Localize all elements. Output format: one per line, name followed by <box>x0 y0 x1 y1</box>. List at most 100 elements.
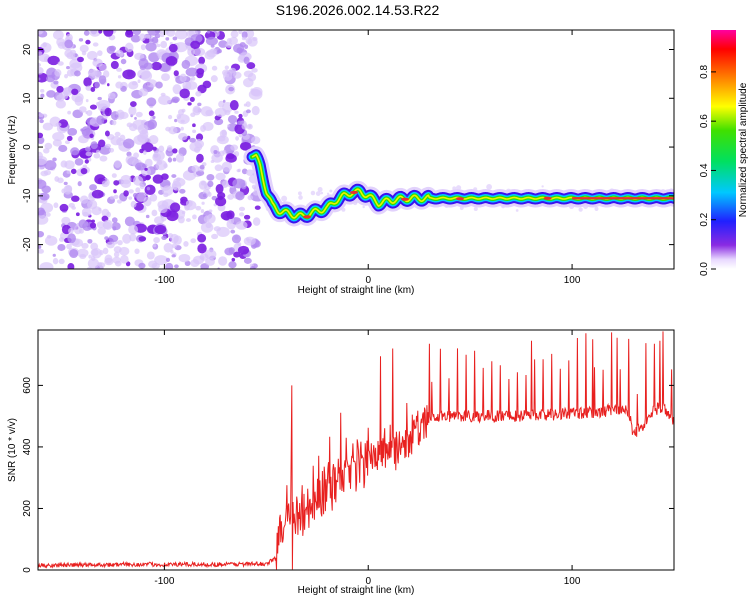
noise-blob <box>90 141 98 150</box>
noise-blob <box>144 34 151 39</box>
noise-blob <box>315 191 321 196</box>
noise-blob <box>206 174 215 181</box>
noise-blob <box>172 157 177 162</box>
noise-blob <box>193 47 206 57</box>
noise-blob <box>152 174 164 184</box>
noise-blob <box>86 50 98 60</box>
noise-blob <box>455 185 462 191</box>
noise-blob <box>486 183 493 190</box>
noise-blob <box>38 244 42 249</box>
noise-blob <box>195 133 204 141</box>
x-tick-label: -100 <box>154 576 174 587</box>
noise-blob <box>104 130 110 137</box>
noise-blob <box>128 196 133 200</box>
noise-blob <box>241 31 248 39</box>
noise-blob <box>65 33 73 42</box>
noise-blob <box>197 233 207 243</box>
noise-blob <box>89 184 98 191</box>
noise-blob <box>515 209 519 212</box>
noise-blob <box>329 189 333 193</box>
noise-blob <box>183 241 189 247</box>
noise-blob <box>96 101 101 106</box>
noise-blob <box>221 161 233 172</box>
noise-blob <box>326 192 330 196</box>
snr-series-line <box>38 331 674 570</box>
noise-blob <box>106 83 110 87</box>
noise-blob <box>158 145 165 153</box>
noise-blob <box>38 77 41 81</box>
noise-blob <box>158 204 168 214</box>
noise-blob <box>173 235 182 245</box>
x-tick-label: 0 <box>365 576 371 587</box>
noise-blob <box>169 202 181 213</box>
noise-blob <box>64 49 73 58</box>
noise-blob <box>204 50 215 60</box>
noise-blob <box>243 257 252 264</box>
noise-blob <box>113 189 117 194</box>
noise-blob <box>137 124 149 135</box>
noise-blob <box>98 75 107 85</box>
noise-blob <box>53 80 59 85</box>
noise-blob <box>229 99 239 111</box>
noise-blob <box>111 217 118 223</box>
noise-blob <box>102 221 112 230</box>
noise-blob <box>185 218 191 223</box>
noise-blob <box>179 88 190 99</box>
noise-blob <box>140 44 146 51</box>
noise-blob <box>52 30 64 40</box>
noise-blob <box>44 160 57 171</box>
noise-blob <box>38 113 44 118</box>
x-tick-label: 100 <box>564 275 581 286</box>
noise-blob <box>199 253 209 261</box>
noise-blob <box>104 107 112 117</box>
noise-blob <box>52 257 59 265</box>
noise-blob <box>245 101 251 108</box>
noise-blob <box>172 84 182 95</box>
noise-blob <box>76 248 89 258</box>
spectral-ridge <box>243 146 674 227</box>
noise-blob <box>249 265 256 269</box>
noise-blob <box>578 207 583 212</box>
noise-blob <box>96 149 100 154</box>
noise-blob <box>228 86 235 92</box>
noise-blob <box>110 60 119 70</box>
noise-blob <box>56 85 64 93</box>
noise-blob <box>219 129 228 138</box>
noise-blob <box>196 138 202 143</box>
noise-blob <box>44 235 58 246</box>
spectrogram-frame <box>37 29 675 270</box>
noise-blob <box>225 42 233 48</box>
snr-panel: -100 0 100 0 200 400 600 Height of straight li… <box>7 329 675 596</box>
noise-blob <box>298 195 303 200</box>
noise-blob <box>38 207 45 216</box>
noise-blob <box>215 196 227 207</box>
noise-blob <box>213 150 218 154</box>
noise-blob <box>40 170 49 177</box>
noise-blob <box>57 177 64 184</box>
noise-blob <box>132 175 144 186</box>
noise-blob <box>130 101 137 107</box>
noise-blob <box>89 201 94 205</box>
chart-title: S196.2026.002.14.53.R22 <box>275 2 440 18</box>
noise-blob <box>165 262 174 269</box>
noise-blob <box>153 237 160 244</box>
noise-blob <box>243 56 250 65</box>
noise-blob <box>541 185 544 188</box>
noise-blob <box>134 248 140 255</box>
noise-blob <box>89 30 101 37</box>
noise-blob <box>56 94 65 102</box>
noise-blob <box>66 65 70 70</box>
noise-blob <box>52 253 56 257</box>
spectrogram-xlabel: Height of straight line (km) <box>298 285 415 296</box>
noise-blob <box>132 30 141 36</box>
noise-blob <box>115 81 123 89</box>
noise-blob <box>67 128 78 136</box>
noise-blob <box>148 110 155 117</box>
noise-blob <box>59 203 69 212</box>
noise-blob <box>192 214 197 220</box>
noise-blob <box>246 62 256 70</box>
noise-blob <box>55 122 62 127</box>
noise-blob <box>158 63 171 72</box>
noise-blob <box>243 77 254 88</box>
noise-blob <box>154 224 167 235</box>
